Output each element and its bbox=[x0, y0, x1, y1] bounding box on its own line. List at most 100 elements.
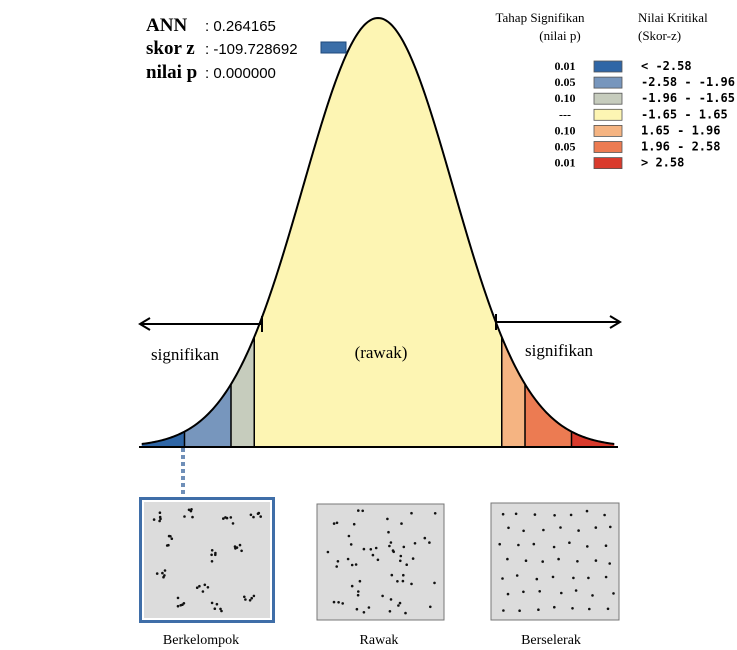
pattern-panel bbox=[316, 503, 445, 621]
point bbox=[203, 583, 207, 587]
point bbox=[392, 550, 396, 554]
z-score-label: skor z bbox=[146, 38, 195, 59]
legend-swatch bbox=[593, 60, 623, 73]
region-p010-right bbox=[501, 337, 525, 447]
point bbox=[219, 607, 222, 611]
point bbox=[404, 611, 407, 615]
point bbox=[557, 557, 560, 561]
right-arrow bbox=[495, 314, 622, 330]
point bbox=[361, 509, 365, 513]
point bbox=[552, 545, 556, 549]
legend-p-value: 0.05 bbox=[555, 75, 576, 89]
point bbox=[229, 516, 233, 519]
point bbox=[352, 522, 356, 526]
point bbox=[428, 541, 431, 544]
legend-p-value: 0.05 bbox=[555, 140, 576, 154]
point bbox=[401, 579, 405, 583]
point bbox=[568, 541, 571, 544]
legend-swatch bbox=[593, 157, 623, 170]
point bbox=[381, 594, 384, 598]
point bbox=[433, 581, 436, 585]
point bbox=[388, 544, 391, 548]
point bbox=[506, 557, 509, 561]
point bbox=[210, 601, 214, 605]
point bbox=[501, 577, 504, 580]
point bbox=[356, 593, 360, 597]
point bbox=[603, 513, 606, 517]
point bbox=[405, 563, 409, 566]
point bbox=[350, 584, 354, 588]
point bbox=[374, 546, 378, 550]
point bbox=[413, 542, 417, 545]
legend-significance-header: Tahap Signifikan bbox=[496, 10, 585, 25]
point bbox=[369, 548, 373, 551]
point bbox=[411, 557, 415, 560]
p-value-label: nilai p bbox=[146, 62, 197, 83]
point bbox=[163, 569, 167, 572]
point bbox=[399, 559, 402, 563]
normal-curve bbox=[139, 16, 618, 448]
point bbox=[574, 589, 578, 592]
point bbox=[397, 604, 400, 607]
legend-zscore-range: > 2.58 bbox=[641, 156, 684, 170]
point bbox=[248, 599, 252, 602]
point bbox=[206, 586, 210, 589]
point bbox=[400, 522, 403, 525]
point bbox=[396, 580, 399, 583]
point bbox=[198, 584, 201, 588]
point bbox=[332, 522, 336, 525]
point bbox=[514, 512, 518, 516]
point bbox=[541, 560, 544, 563]
point bbox=[515, 574, 519, 577]
legend-zscore-range: -1.65 - 1.65 bbox=[641, 107, 728, 121]
point bbox=[335, 565, 339, 568]
point bbox=[191, 515, 194, 519]
point bbox=[498, 542, 502, 546]
point bbox=[341, 602, 345, 605]
point bbox=[161, 571, 164, 575]
point bbox=[222, 517, 225, 520]
p-value-value: : 0.000000 bbox=[205, 65, 276, 82]
point bbox=[256, 512, 260, 515]
point bbox=[231, 522, 235, 525]
point bbox=[238, 543, 242, 547]
point bbox=[410, 582, 413, 586]
point bbox=[612, 592, 615, 595]
legend-zscore-range: 1.96 - 2.58 bbox=[641, 140, 720, 154]
region-random bbox=[254, 18, 502, 447]
point bbox=[429, 605, 432, 609]
point bbox=[371, 553, 375, 557]
point bbox=[517, 543, 520, 547]
point bbox=[571, 607, 574, 610]
point bbox=[220, 609, 223, 613]
point bbox=[350, 563, 354, 567]
point bbox=[608, 562, 611, 565]
point bbox=[423, 536, 427, 540]
point bbox=[389, 541, 393, 544]
point bbox=[210, 549, 214, 552]
point bbox=[604, 544, 608, 547]
point bbox=[376, 558, 380, 562]
point bbox=[214, 551, 217, 555]
point bbox=[386, 517, 389, 521]
point bbox=[215, 602, 219, 606]
legend-p-value: 0.01 bbox=[555, 59, 576, 73]
point bbox=[358, 579, 362, 583]
point bbox=[170, 537, 174, 540]
z-score-marker bbox=[320, 41, 347, 54]
legend-p-value: 0.10 bbox=[555, 123, 576, 137]
point bbox=[388, 610, 392, 613]
point bbox=[225, 516, 229, 520]
legend-swatch bbox=[593, 92, 623, 105]
point bbox=[346, 557, 350, 561]
point bbox=[155, 572, 159, 575]
stats-block: ANN : 0.264165 skor z : -109.728692 nila… bbox=[146, 15, 347, 83]
right-significant-label: signifikan bbox=[525, 341, 593, 360]
point bbox=[594, 526, 598, 529]
legend-p-value: 0.10 bbox=[555, 91, 576, 105]
curve-outline bbox=[141, 16, 615, 445]
legend-swatch bbox=[593, 76, 623, 89]
point bbox=[335, 521, 339, 525]
point bbox=[190, 508, 193, 511]
point bbox=[326, 550, 330, 554]
